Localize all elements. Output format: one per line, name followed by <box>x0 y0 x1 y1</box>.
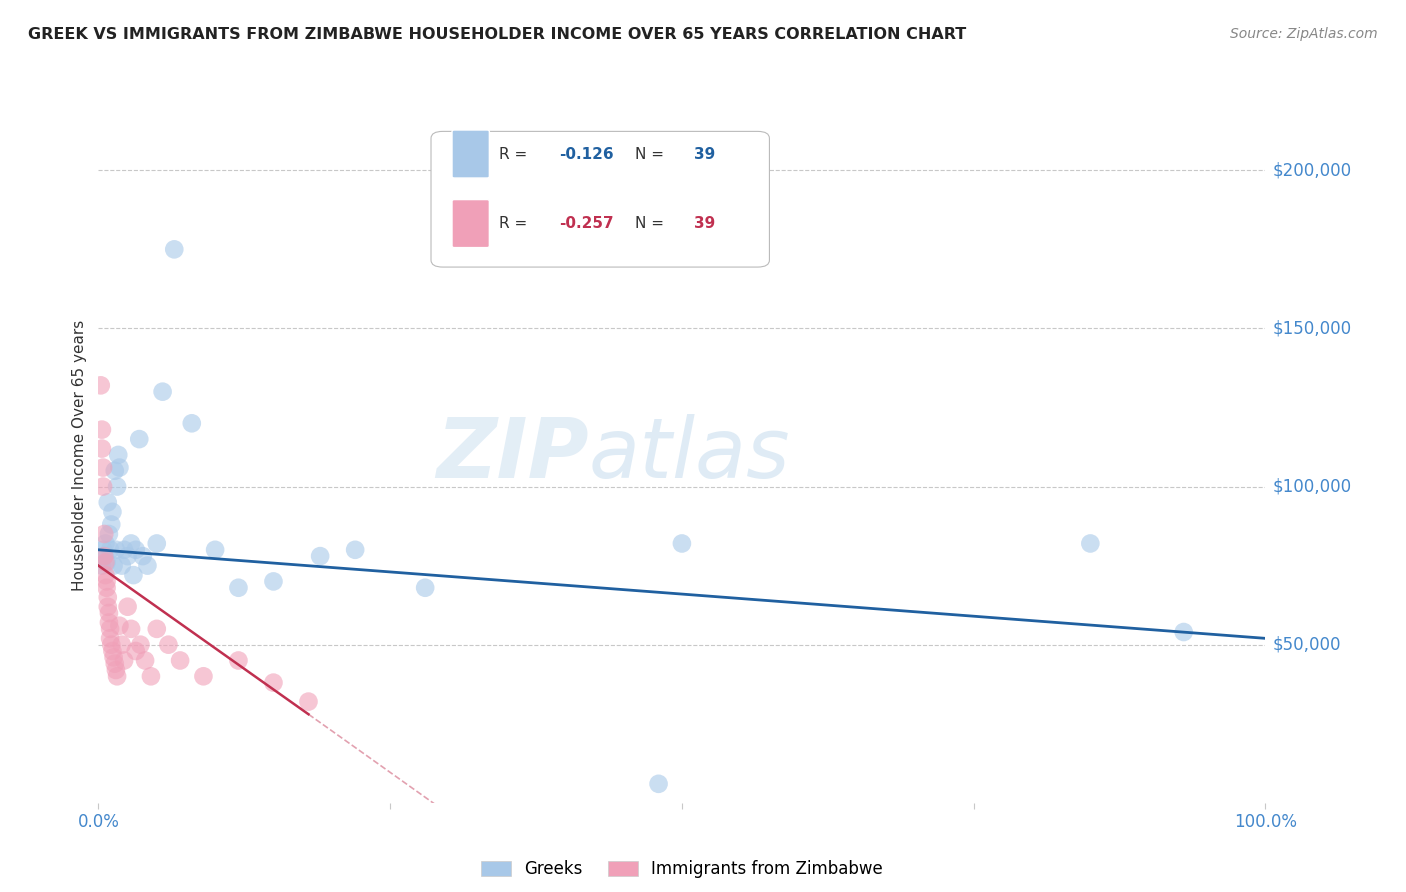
Point <box>136 558 159 573</box>
Point <box>146 622 169 636</box>
Text: ZIP: ZIP <box>436 415 589 495</box>
Point <box>94 568 117 582</box>
Text: N =: N = <box>636 146 669 161</box>
Point <box>262 675 284 690</box>
Point <box>97 606 120 620</box>
Point <box>103 558 125 573</box>
Point <box>104 657 127 671</box>
Legend: Greeks, Immigrants from Zimbabwe: Greeks, Immigrants from Zimbabwe <box>474 854 890 885</box>
Point <box>413 581 436 595</box>
Point <box>111 638 134 652</box>
Text: -0.257: -0.257 <box>560 216 614 231</box>
Text: 39: 39 <box>693 216 714 231</box>
Text: $200,000: $200,000 <box>1272 161 1351 179</box>
Point <box>120 622 142 636</box>
Point <box>117 549 139 563</box>
Point <box>94 536 117 550</box>
Point <box>169 653 191 667</box>
Point <box>122 568 145 582</box>
Point <box>94 556 117 570</box>
Point <box>204 542 226 557</box>
Text: $100,000: $100,000 <box>1272 477 1351 496</box>
Point <box>97 599 120 614</box>
Point <box>108 618 131 632</box>
Point <box>97 527 120 541</box>
Point <box>90 378 112 392</box>
Point <box>112 653 135 667</box>
Text: $50,000: $50,000 <box>1272 636 1341 654</box>
Y-axis label: Householder Income Over 65 years: Householder Income Over 65 years <box>72 319 87 591</box>
Point <box>152 384 174 399</box>
Point <box>98 622 121 636</box>
Point <box>262 574 284 589</box>
Point <box>163 243 186 257</box>
Point <box>180 417 202 431</box>
Point <box>111 558 134 573</box>
Text: -0.126: -0.126 <box>560 146 614 161</box>
Point <box>90 423 112 437</box>
Point <box>146 536 169 550</box>
Point <box>228 581 250 595</box>
Point <box>98 632 121 646</box>
Point <box>100 517 122 532</box>
Text: N =: N = <box>636 216 669 231</box>
FancyBboxPatch shape <box>451 130 489 178</box>
Point <box>93 527 115 541</box>
Point <box>103 650 125 665</box>
Text: R =: R = <box>499 216 531 231</box>
Text: R =: R = <box>499 146 531 161</box>
Point <box>132 549 155 563</box>
Point <box>1080 536 1102 550</box>
Text: 39: 39 <box>693 146 714 161</box>
Point <box>96 574 118 589</box>
Point <box>105 479 128 493</box>
Point <box>98 542 121 557</box>
Point <box>91 479 114 493</box>
Point <box>125 542 148 557</box>
Point <box>104 663 127 677</box>
Point <box>128 432 150 446</box>
Point <box>96 581 118 595</box>
Point <box>101 505 124 519</box>
Point <box>117 599 139 614</box>
Point <box>112 542 135 557</box>
Point <box>107 448 129 462</box>
Point <box>90 442 112 456</box>
Point <box>104 464 127 478</box>
Point <box>671 536 693 550</box>
Point <box>344 542 367 557</box>
Point <box>157 638 180 652</box>
FancyBboxPatch shape <box>451 200 489 248</box>
Point <box>1173 625 1195 640</box>
Point <box>97 495 120 509</box>
Point <box>120 536 142 550</box>
Text: GREEK VS IMMIGRANTS FROM ZIMBABWE HOUSEHOLDER INCOME OVER 65 YEARS CORRELATION C: GREEK VS IMMIGRANTS FROM ZIMBABWE HOUSEH… <box>28 27 966 42</box>
Point <box>104 542 127 557</box>
Point <box>91 460 114 475</box>
Point <box>101 644 124 658</box>
Point <box>108 460 131 475</box>
Point <box>297 695 319 709</box>
Point <box>105 669 128 683</box>
Point <box>228 653 250 667</box>
Point <box>90 558 112 573</box>
Point <box>100 638 122 652</box>
Point <box>309 549 332 563</box>
Point <box>125 644 148 658</box>
Point <box>97 615 120 630</box>
Point <box>91 542 114 557</box>
Point <box>96 556 118 570</box>
Point <box>93 549 115 563</box>
Text: Source: ZipAtlas.com: Source: ZipAtlas.com <box>1230 27 1378 41</box>
Point <box>97 591 120 605</box>
Text: atlas: atlas <box>589 415 790 495</box>
Point <box>193 669 215 683</box>
Point <box>134 653 156 667</box>
Text: $150,000: $150,000 <box>1272 319 1351 337</box>
Point <box>139 669 162 683</box>
Point <box>93 549 115 563</box>
FancyBboxPatch shape <box>432 131 769 267</box>
Point <box>647 777 669 791</box>
Point <box>129 638 152 652</box>
